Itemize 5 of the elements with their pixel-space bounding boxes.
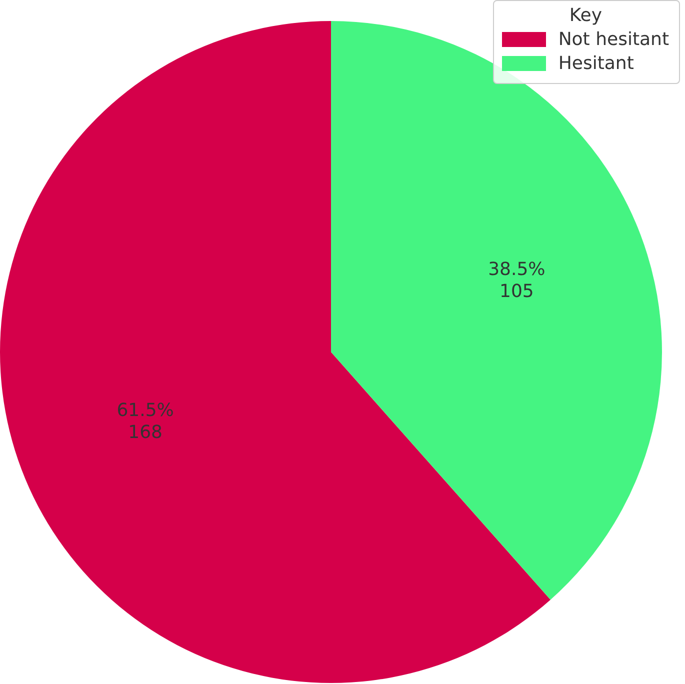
legend-label: Not hesitant xyxy=(558,29,669,50)
legend-title: Key xyxy=(568,5,603,26)
data-label: 61.5% 168 xyxy=(116,400,174,444)
data-label: 38.5% 105 xyxy=(488,259,546,302)
legend-label: Hesitant xyxy=(558,53,634,74)
